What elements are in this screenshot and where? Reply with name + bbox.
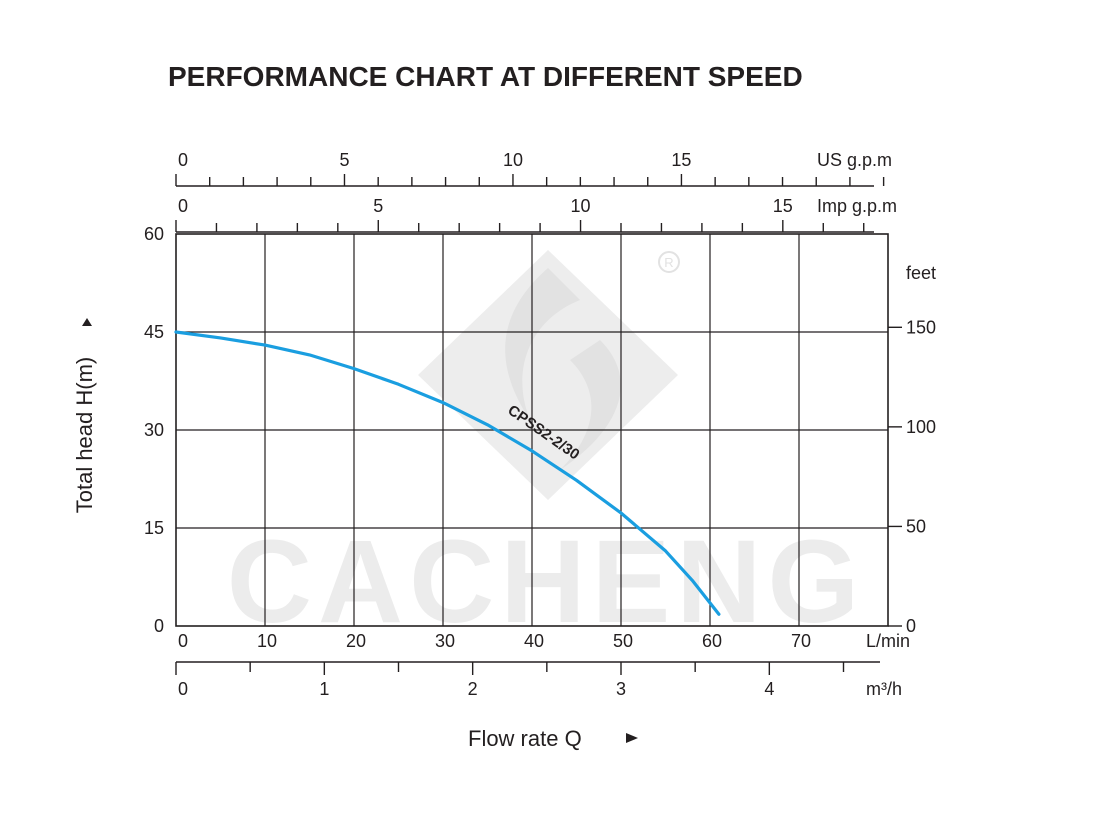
x-axis-arrow-icon [626,733,638,743]
imp-gpm-tick-label: 15 [773,196,793,216]
imp-gpm-unit-label: Imp g.p.m [817,196,897,216]
us-gpm-tick-label: 5 [339,150,349,170]
feet-tick-label: 100 [906,417,936,437]
m3h-tick-label: 3 [616,679,626,699]
x-axis-title: Flow rate Q [468,726,582,751]
x-tick-label: 60 [702,631,722,651]
m3h-tick-label: 4 [764,679,774,699]
y-axis-arrow-icon [82,318,92,326]
us-gpm-unit-label: US g.p.m [817,150,892,170]
us-gpm-tick-label: 10 [503,150,523,170]
m3h-tick-label: 0 [178,679,188,699]
imp-gpm-tick-label: 0 [178,196,188,216]
imp-gpm-tick-label: 5 [373,196,383,216]
m3h-unit-label: m³/h [866,679,902,699]
chart-title: PERFORMANCE CHART AT DIFFERENT SPEED [168,61,803,92]
feet-tick-label: 50 [906,516,926,536]
plot-frame [175,233,889,627]
registered-mark-letter: R [664,255,673,270]
feet-tick-label: 150 [906,317,936,337]
y-tick-label: 0 [154,616,164,636]
watermark-diamond-icon [418,250,678,500]
us-gpm-tick-label: 0 [178,150,188,170]
registered-mark-icon [658,251,680,273]
y-tick-label: 30 [144,420,164,440]
x-tick-label: 70 [791,631,811,651]
m3h-tick-label: 2 [468,679,478,699]
watermark-swirl-icon [505,268,621,470]
x-tick-label: 40 [524,631,544,651]
series-line [174,330,721,616]
us-gpm-tick-label: 15 [671,150,691,170]
imp-gpm-tick-label: 10 [571,196,591,216]
y-tick-label: 60 [144,224,164,244]
y-axis-title: Total head H(m) [72,357,97,514]
y-tick-label: 45 [144,322,164,342]
feet-unit-label: feet [906,263,936,283]
x-tick-label: 0 [178,631,188,651]
m3h-tick-label: 1 [319,679,329,699]
watermark-logo: R CACHENG [227,250,866,648]
x-unit-label: L/min [866,631,910,651]
x-tick-label: 10 [257,631,277,651]
x-tick-label: 50 [613,631,633,651]
feet-tick-label: 0 [906,616,916,636]
x-tick-label: 20 [346,631,366,651]
y-tick-label: 15 [144,518,164,538]
x-tick-label: 30 [435,631,455,651]
watermark-text: CACHENG [227,516,866,648]
